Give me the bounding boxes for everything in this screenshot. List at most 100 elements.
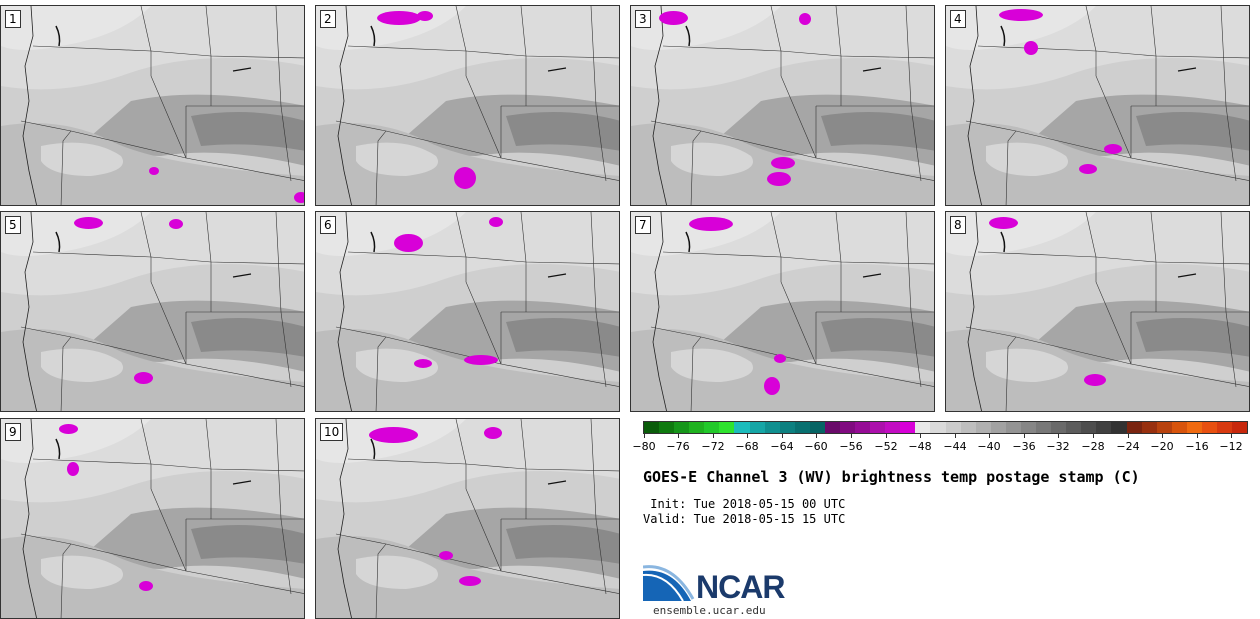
wv-field-map [1, 419, 305, 619]
colorbar-swatch [750, 422, 765, 433]
colorbar-swatch [1217, 422, 1232, 433]
colorbar-ticks: −80 −76 −72 −68 −64 −60 −56 −52 −48 −44 −40 −36 −32−… [643, 434, 1248, 456]
colorbar-swatch [915, 422, 930, 433]
figure-title: GOES-E Channel 3 (WV) brightness temp po… [643, 468, 1140, 486]
stamp-panel-1: 1 [0, 5, 305, 206]
colorbar-tick [1162, 434, 1163, 438]
wv-field-map [316, 212, 620, 412]
colorbar-swatch [885, 422, 900, 433]
colorbar-tick [747, 434, 748, 438]
colorbar-swatch [1096, 422, 1111, 433]
colorbar-swatch [1111, 422, 1126, 433]
colorbar-swatch [644, 422, 659, 433]
colorbar-swatch [1202, 422, 1217, 433]
cold-cloud-region [369, 427, 418, 443]
panel-number: 4 [950, 10, 966, 28]
colorbar-tick-label: −52 [874, 440, 897, 453]
cold-cloud-region [484, 427, 502, 439]
colorbar-tick [713, 434, 714, 438]
colorbar-swatch [795, 422, 810, 433]
init-time: Init: Tue 2018-05-15 00 UTC [643, 497, 845, 511]
colorbar-tick-label: −64 [770, 440, 793, 453]
colorbar-swatch [1036, 422, 1051, 433]
panel-number: 8 [950, 216, 966, 234]
cold-cloud-region [989, 217, 1018, 229]
panel-number: 10 [320, 423, 343, 441]
colorbar-tick [1024, 434, 1025, 438]
colorbar-swatch [1006, 422, 1021, 433]
colorbar-swatch [1187, 422, 1202, 433]
colorbar-tick-label: −76 [666, 440, 689, 453]
cold-cloud-region [67, 462, 79, 476]
cold-cloud-region [659, 11, 688, 25]
panel-number: 6 [320, 216, 336, 234]
colorbar-swatch [704, 422, 719, 433]
panel-number: 1 [5, 10, 21, 28]
cold-cloud-region [1024, 41, 1038, 55]
colorbar-tick-label: −68 [735, 440, 758, 453]
cold-cloud-region [771, 157, 795, 169]
panel-number: 9 [5, 423, 21, 441]
stamp-panel-5: 5 [0, 211, 305, 412]
colorbar-tick-label: −80 [632, 440, 655, 453]
cold-cloud-region [417, 11, 433, 21]
colorbar-swatch [1081, 422, 1096, 433]
colorbar-swatch [689, 422, 704, 433]
colorbar-tick [989, 434, 990, 438]
cold-cloud-region [1084, 374, 1106, 386]
wv-field-map [1, 6, 305, 206]
colorbar-swatch [1066, 422, 1081, 433]
colorbar-tick [1058, 434, 1059, 438]
colorbar-swatch [765, 422, 780, 433]
stamp-panel-9: 9 [0, 418, 305, 619]
stamp-panel-2: 2 [315, 5, 620, 206]
stamp-panel-7: 7 [630, 211, 935, 412]
cold-cloud-region [149, 167, 159, 175]
panel-number: 5 [5, 216, 21, 234]
colorbar-tick [1093, 434, 1094, 438]
colorbar-tick [886, 434, 887, 438]
colorbar-tick-label: −48 [908, 440, 931, 453]
colorbar-tick-label: −16 [1185, 440, 1208, 453]
wv-field-map [946, 6, 1250, 206]
cold-cloud-region [764, 377, 780, 395]
cold-cloud-region [394, 234, 423, 252]
valid-time: Valid: Tue 2018-05-15 15 UTC [643, 512, 845, 526]
colorbar-tick [1197, 434, 1198, 438]
cold-cloud-region [454, 167, 476, 189]
logo-url: ensemble.ucar.edu [653, 604, 766, 617]
cold-cloud-region [774, 354, 786, 363]
colorbar-tick [678, 434, 679, 438]
wv-field-map [946, 212, 1250, 412]
wv-field-map [316, 419, 620, 619]
colorbar-tick [782, 434, 783, 438]
stamp-panel-8: 8 [945, 211, 1250, 412]
colorbar-swatch [930, 422, 945, 433]
cold-cloud-region [489, 217, 503, 227]
colorbar-swatch [991, 422, 1006, 433]
colorbar-swatch [840, 422, 855, 433]
colorbar-swatch [1142, 422, 1157, 433]
colorbar-tick [644, 434, 645, 438]
colorbar-tick-label: −20 [1150, 440, 1173, 453]
colorbar-swatch [855, 422, 870, 433]
colorbar-swatch [961, 422, 976, 433]
cold-cloud-region [767, 172, 791, 186]
colorbar-tick-label: −44 [943, 440, 966, 453]
colorbar [643, 421, 1248, 434]
cold-cloud-region [799, 13, 811, 25]
colorbar-swatch [825, 422, 840, 433]
colorbar-tick-label: −32 [1046, 440, 1069, 453]
colorbar-tick-label: −40 [977, 440, 1000, 453]
stamp-panel-4: 4 [945, 5, 1250, 206]
panel-number: 3 [635, 10, 651, 28]
cold-cloud-region [1079, 164, 1097, 174]
cold-cloud-region [377, 11, 421, 25]
colorbar-tick-label: −56 [839, 440, 862, 453]
cold-cloud-region [439, 551, 453, 560]
colorbar-tick-label: −36 [1012, 440, 1035, 453]
colorbar-swatch [870, 422, 885, 433]
cold-cloud-region [59, 424, 78, 434]
wv-field-map [631, 6, 935, 206]
colorbar-tick [851, 434, 852, 438]
